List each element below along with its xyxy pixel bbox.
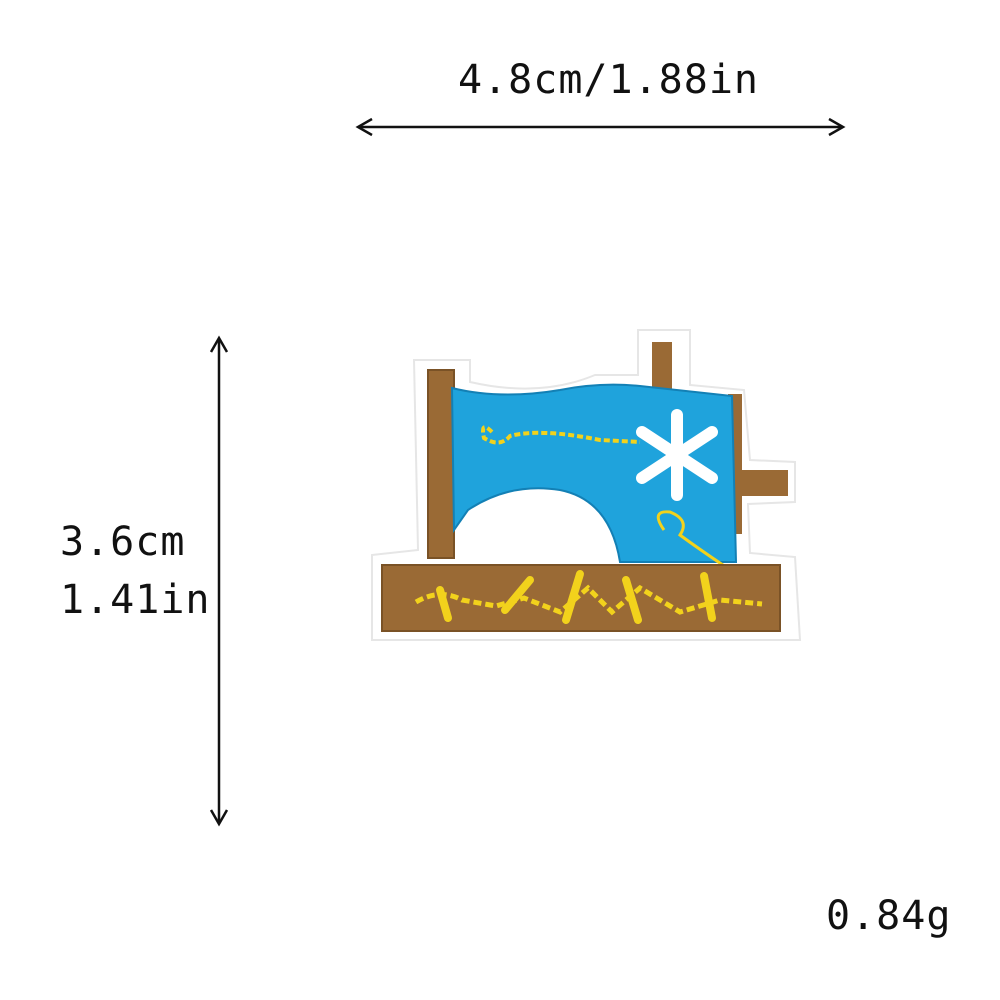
machine-body xyxy=(452,384,736,562)
height-dimension-in-label: 1.41in xyxy=(60,577,211,623)
sewing-machine-patch xyxy=(371,329,802,641)
handwheel xyxy=(738,470,788,496)
height-dimension-cm-label: 3.6cm xyxy=(60,519,186,565)
width-dimension-label: 4.8cm/1.88in xyxy=(458,57,759,103)
base-thread xyxy=(414,584,763,616)
body-thread xyxy=(481,425,641,445)
width-arrow xyxy=(355,117,846,137)
spool-post xyxy=(652,342,672,392)
height-arrow xyxy=(209,335,229,827)
weight-label: 0.84g xyxy=(826,893,952,939)
left-post xyxy=(428,370,454,558)
